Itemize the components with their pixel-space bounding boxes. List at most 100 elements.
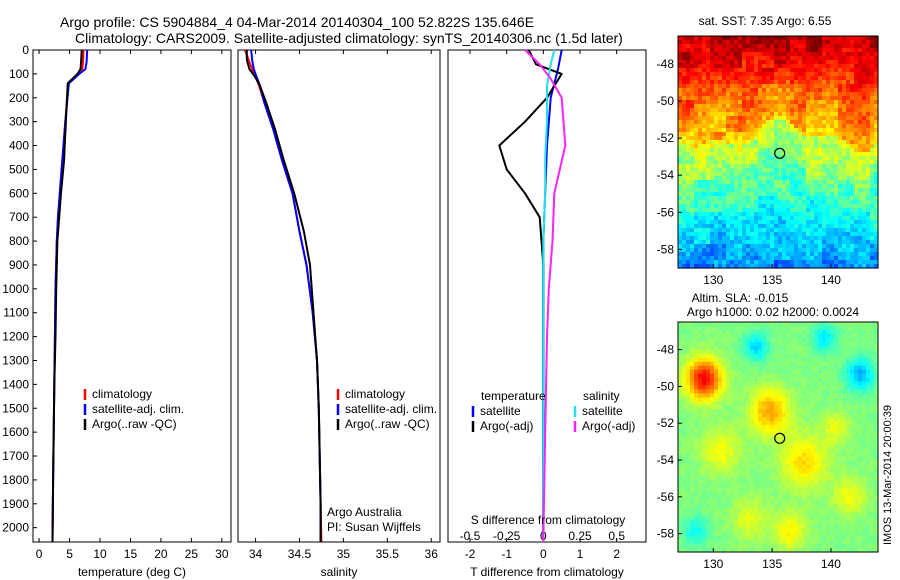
- heatmap-cell: [814, 425, 819, 430]
- heatmap-cell: [758, 405, 763, 410]
- heatmap-cell: [754, 108, 759, 113]
- heatmap-cell: [762, 152, 767, 157]
- heatmap-cell: [818, 389, 823, 394]
- heatmap-cell: [750, 148, 755, 153]
- heatmap-cell: [790, 180, 795, 185]
- heatmap-cell: [818, 96, 823, 101]
- heatmap-cell: [862, 353, 867, 359]
- heatmap-cell: [790, 48, 795, 53]
- heatmap-cell: [706, 40, 711, 45]
- heatmap-cell: [682, 128, 687, 133]
- heatmap-cell: [822, 345, 827, 351]
- heatmap-cell: [722, 124, 727, 129]
- heatmap-cell: [830, 464, 835, 470]
- heatmap-cell: [734, 440, 739, 446]
- heatmap-cell: [714, 200, 719, 205]
- heatmap-cell: [834, 100, 839, 105]
- heatmap-cell: [866, 52, 871, 57]
- heatmap-cell: [722, 76, 727, 81]
- heatmap-cell: [762, 260, 767, 265]
- heatmap-cell: [686, 240, 691, 245]
- heatmap-cell: [874, 108, 879, 113]
- heatmap-cell: [826, 116, 831, 121]
- heatmap-cell: [866, 244, 871, 249]
- heatmap-cell: [698, 60, 703, 65]
- heatmap-cell: [686, 36, 691, 41]
- heatmap-cell: [738, 188, 743, 193]
- heatmap-cell: [818, 52, 823, 57]
- heatmap-cell: [806, 440, 811, 446]
- heatmap-cell: [718, 196, 723, 201]
- heatmap-cell: [810, 52, 815, 57]
- heatmap-cell: [730, 168, 735, 173]
- heatmap-cell: [682, 448, 687, 454]
- heatmap-cell: [718, 252, 723, 257]
- heatmap-cell: [762, 433, 767, 438]
- heatmap-cell: [758, 248, 763, 253]
- heatmap-cell: [838, 56, 843, 61]
- heatmap-cell: [718, 440, 723, 446]
- heatmap-cell: [734, 120, 739, 125]
- heatmap-cell: [830, 429, 835, 434]
- heatmap-cell: [714, 156, 719, 161]
- heatmap-cell: [698, 260, 703, 265]
- heatmap-cell: [826, 409, 831, 414]
- heatmap-cell: [770, 353, 775, 359]
- heatmap-cell: [802, 421, 807, 426]
- heatmap-cell: [698, 124, 703, 129]
- heatmap-cell: [810, 200, 815, 205]
- heatmap-cell: [798, 369, 803, 375]
- heatmap-cell: [838, 60, 843, 65]
- heatmap-cell: [710, 381, 715, 387]
- heatmap-cell: [818, 413, 823, 418]
- heatmap-cell: [854, 92, 859, 97]
- heatmap-cell: [758, 240, 763, 245]
- heatmap-cell: [722, 84, 727, 89]
- heatmap-cell: [718, 333, 723, 339]
- heatmap-cell: [834, 56, 839, 61]
- heatmap-cell: [842, 80, 847, 85]
- heatmap-cell: [746, 204, 751, 209]
- heatmap-cell: [778, 104, 783, 109]
- heatmap-cell: [746, 76, 751, 81]
- heatmap-cell: [722, 413, 727, 418]
- heatmap-cell: [826, 144, 831, 149]
- heatmap-cell: [782, 252, 787, 257]
- heatmap-cell: [718, 448, 723, 454]
- heatmap-cell: [694, 369, 699, 375]
- heatmap-cell: [810, 349, 815, 355]
- heatmap-cell: [874, 172, 879, 177]
- heatmap-cell: [750, 116, 755, 121]
- heatmap-cell: [838, 156, 843, 161]
- heatmap-cell: [858, 196, 863, 201]
- heatmap-cell: [694, 472, 699, 478]
- heatmap-cell: [818, 60, 823, 65]
- heatmap-cell: [806, 128, 811, 133]
- heatmap-cell: [794, 144, 799, 149]
- heatmap-cell: [858, 72, 863, 77]
- heatmap-cell: [698, 116, 703, 121]
- heatmap-cell: [818, 172, 823, 177]
- heatmap-cell: [870, 68, 875, 73]
- heatmap-cell: [726, 180, 731, 185]
- heatmap-cell: [766, 468, 771, 474]
- heatmap-cell: [794, 365, 799, 371]
- heatmap-cell: [866, 200, 871, 205]
- heatmap-cell: [806, 361, 811, 367]
- heatmap-cell: [822, 132, 827, 137]
- heatmap-cell: [726, 252, 731, 257]
- heatmap-cell: [726, 56, 731, 61]
- series-line: [524, 49, 567, 543]
- heatmap-cell: [730, 184, 735, 189]
- heatmap-cell: [762, 116, 767, 121]
- x-tick-label: 0: [540, 547, 547, 561]
- heatmap-cell: [794, 160, 799, 165]
- heatmap-cell: [826, 252, 831, 257]
- heatmap-cell: [742, 200, 747, 205]
- heatmap-cell: [694, 373, 699, 379]
- heatmap-cell: [846, 236, 851, 241]
- heatmap-cell: [822, 393, 827, 398]
- heatmap-cell: [766, 216, 771, 221]
- heatmap-cell: [786, 208, 791, 213]
- heatmap-cell: [842, 76, 847, 81]
